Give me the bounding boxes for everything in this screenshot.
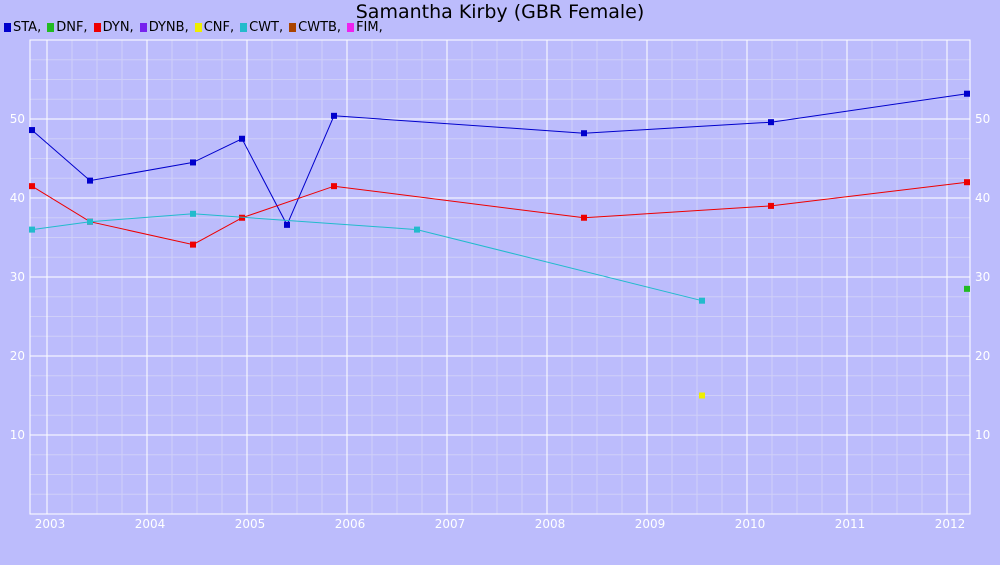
x-tick-label: 2009 xyxy=(635,517,666,531)
data-point-sta xyxy=(284,221,290,228)
y-tick-label-right: 50 xyxy=(975,112,990,126)
legend-label: DYN, xyxy=(102,20,134,35)
data-point-dnf xyxy=(964,285,970,292)
data-point-sta xyxy=(581,130,587,137)
chart-legend: STA, DNF, DYN, DYNB, CNF, CWT, CWTB, FIM, xyxy=(4,20,389,35)
y-tick-label-right: 40 xyxy=(975,191,990,205)
data-point-cwt xyxy=(87,218,93,225)
plot-frame xyxy=(29,39,971,515)
legend-swatch xyxy=(139,23,147,32)
legend-label: CWTB, xyxy=(298,20,342,35)
legend-swatch xyxy=(240,23,248,32)
x-tick-label: 2008 xyxy=(535,517,566,531)
legend-item-dynb: DYNB, xyxy=(139,20,189,35)
data-point-dyn xyxy=(768,202,774,209)
legend-item-cnf: CNF, xyxy=(194,20,235,35)
x-tick-label: 2007 xyxy=(435,517,466,531)
legend-item-dyn: DYN, xyxy=(93,20,134,35)
y-tick-label-right: 20 xyxy=(975,349,990,363)
x-tick-label: 2005 xyxy=(235,517,266,531)
data-point-sta xyxy=(29,127,35,134)
data-point-sta xyxy=(768,119,774,126)
legend-label: DNF, xyxy=(56,20,88,35)
data-point-sta xyxy=(190,159,196,166)
legend-swatch xyxy=(289,23,297,32)
legend-label: STA, xyxy=(13,20,42,35)
data-point-dyn xyxy=(581,214,587,221)
data-point-sta xyxy=(331,112,337,119)
legend-label: DYNB, xyxy=(148,20,189,35)
data-point-sta xyxy=(239,135,245,142)
data-point-sta xyxy=(87,177,93,184)
x-tick-label: 2004 xyxy=(135,517,166,531)
x-tick-label: 2011 xyxy=(835,517,866,531)
x-tick-label: 2006 xyxy=(335,517,366,531)
y-tick-label-left: 10 xyxy=(10,428,25,442)
legend-item-cwt: CWT, xyxy=(240,20,283,35)
legend-swatch xyxy=(47,23,55,32)
data-point-cwt xyxy=(699,297,705,304)
data-point-dyn xyxy=(964,179,970,186)
y-tick-label-right: 30 xyxy=(975,270,990,284)
y-tick-label-left: 50 xyxy=(10,112,25,126)
data-point-dyn xyxy=(331,183,337,190)
legend-item-cwtb: CWTB, xyxy=(289,20,341,35)
data-point-dyn xyxy=(190,241,196,248)
legend-swatch xyxy=(93,23,101,32)
y-tick-label-left: 20 xyxy=(10,349,25,363)
legend-swatch xyxy=(194,23,202,32)
data-point-cwt xyxy=(190,210,196,217)
legend-item-dnf: DNF, xyxy=(47,20,88,35)
legend-label: CNF, xyxy=(203,20,235,35)
y-tick-label-left: 40 xyxy=(10,191,25,205)
legend-swatch xyxy=(347,23,355,32)
x-tick-label: 2010 xyxy=(735,517,766,531)
y-tick-label-right: 10 xyxy=(975,428,990,442)
legend-label: FIM, xyxy=(356,20,383,35)
data-point-sta xyxy=(964,90,970,97)
data-point-cwt xyxy=(414,226,420,233)
series-line-dyn xyxy=(31,181,968,246)
chart-title: Samantha Kirby (GBR Female) xyxy=(355,1,645,23)
legend-label: CWT, xyxy=(249,20,284,35)
data-point-dyn xyxy=(29,183,35,190)
y-tick-label-left: 30 xyxy=(10,270,25,284)
x-tick-label: 2012 xyxy=(935,517,966,531)
x-tick-label: 2003 xyxy=(35,517,66,531)
legend-swatch xyxy=(4,23,11,32)
legend-item-fim: FIM, xyxy=(347,20,383,35)
data-point-cwt xyxy=(29,226,35,233)
legend-item-sta: STA, xyxy=(4,20,41,35)
data-point-cnf xyxy=(699,392,705,399)
